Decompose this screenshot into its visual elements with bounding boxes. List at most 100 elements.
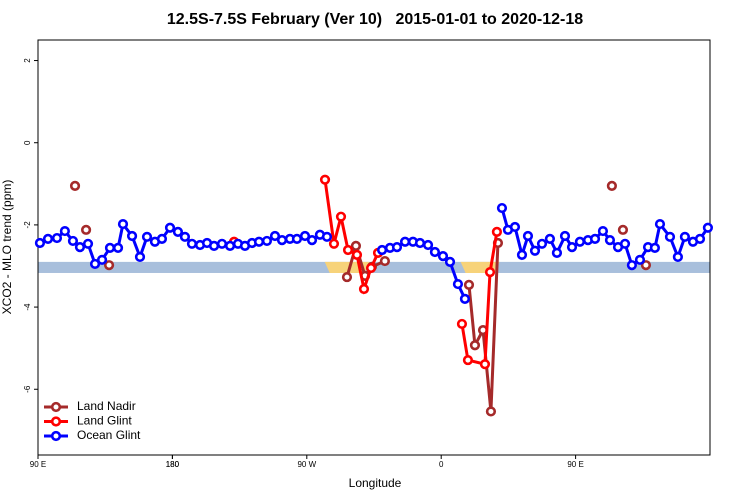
data-point — [634, 254, 646, 265]
data-point — [208, 240, 220, 251]
data-point — [589, 233, 601, 244]
y-axis-label: XCO2 - MLO trend (ppm) — [0, 180, 14, 315]
data-point — [104, 242, 116, 254]
data-point — [597, 225, 609, 237]
data-point — [462, 354, 474, 366]
data-point — [559, 230, 571, 242]
data-point — [566, 241, 578, 253]
data-point — [672, 251, 683, 263]
legend-label: Land Glint — [77, 414, 132, 428]
data-point — [509, 221, 521, 233]
data-point — [484, 267, 496, 278]
data-point — [702, 222, 714, 233]
data-point — [134, 251, 146, 263]
data-point — [544, 233, 556, 244]
data-point — [126, 230, 138, 242]
data-point — [96, 254, 108, 265]
legend-marker — [50, 416, 62, 427]
data-point — [59, 225, 70, 237]
data-point — [34, 237, 46, 249]
data-point — [224, 240, 236, 251]
legend-label: Land Nadir — [77, 399, 136, 413]
data-point — [551, 247, 563, 258]
data-point — [335, 211, 347, 222]
data-point — [664, 231, 676, 242]
data-point — [606, 180, 617, 191]
data-point — [69, 180, 81, 191]
data-point — [516, 249, 528, 260]
data-point — [654, 218, 666, 230]
data-point — [179, 231, 191, 242]
data-point — [376, 244, 388, 256]
data-point — [341, 271, 353, 283]
data-point — [604, 235, 616, 246]
x-tick-label: 180 — [166, 460, 180, 469]
data-point — [117, 218, 129, 230]
data-point — [456, 318, 468, 330]
data-point — [649, 242, 660, 254]
data-point — [67, 235, 79, 247]
data-point — [379, 255, 391, 267]
data-point — [452, 278, 464, 290]
data-point — [164, 222, 176, 233]
data-point — [253, 236, 265, 247]
x-tick-label: 0 — [439, 460, 444, 469]
data-point — [496, 202, 508, 214]
data-point — [469, 340, 481, 351]
data-point — [479, 359, 491, 370]
data-point — [216, 238, 228, 249]
data-point — [399, 236, 411, 247]
data-point — [617, 224, 629, 235]
data-point — [82, 238, 94, 249]
data-point — [186, 238, 198, 249]
data-point — [358, 283, 370, 295]
data-point — [365, 262, 377, 274]
x-tick-label: 90 E — [30, 460, 46, 469]
x-axis-label: Longitude — [349, 476, 402, 490]
legend-marker — [50, 430, 62, 442]
data-point — [319, 174, 331, 185]
data-point — [429, 246, 441, 258]
data-point — [51, 232, 63, 244]
data-point — [291, 233, 303, 244]
legend-label: Ocean Glint — [77, 428, 141, 442]
data-point — [156, 233, 168, 244]
data-point — [269, 230, 281, 242]
data-point — [619, 238, 631, 249]
data-point — [437, 251, 449, 262]
data-point — [414, 237, 426, 249]
y-tick-label: -2 — [23, 221, 32, 229]
data-point — [299, 230, 311, 242]
data-point — [342, 244, 354, 256]
data-point — [350, 240, 362, 251]
data-point — [694, 233, 706, 244]
data-point — [422, 239, 434, 251]
data-point — [74, 241, 86, 253]
data-point — [321, 231, 333, 242]
data-point — [306, 235, 318, 246]
data-point — [536, 238, 548, 249]
data-point — [80, 224, 92, 235]
data-point — [529, 245, 541, 256]
y-tick-label: 0 — [23, 140, 32, 145]
data-point — [276, 235, 288, 246]
data-point — [459, 293, 471, 304]
legend-marker — [50, 401, 62, 413]
data-point — [444, 256, 456, 267]
y-tick-label: 2 — [23, 58, 32, 63]
data-point — [328, 238, 340, 249]
data-point — [89, 258, 101, 270]
data-point — [112, 242, 124, 254]
x-tick-label: 180 — [166, 460, 180, 469]
x-tick-label: 90 E — [567, 460, 583, 469]
data-point — [491, 226, 503, 237]
data-point — [679, 231, 691, 242]
data-point — [626, 260, 637, 271]
data-point — [351, 249, 363, 260]
data-point — [463, 279, 475, 290]
chart-title: 12.5S-7.5S February (Ver 10) 2015-01-01 … — [167, 11, 583, 28]
plot-frame — [37, 39, 711, 456]
x-tick-label: 90 W — [297, 460, 316, 469]
data-point — [574, 236, 586, 247]
data-point — [172, 226, 184, 237]
